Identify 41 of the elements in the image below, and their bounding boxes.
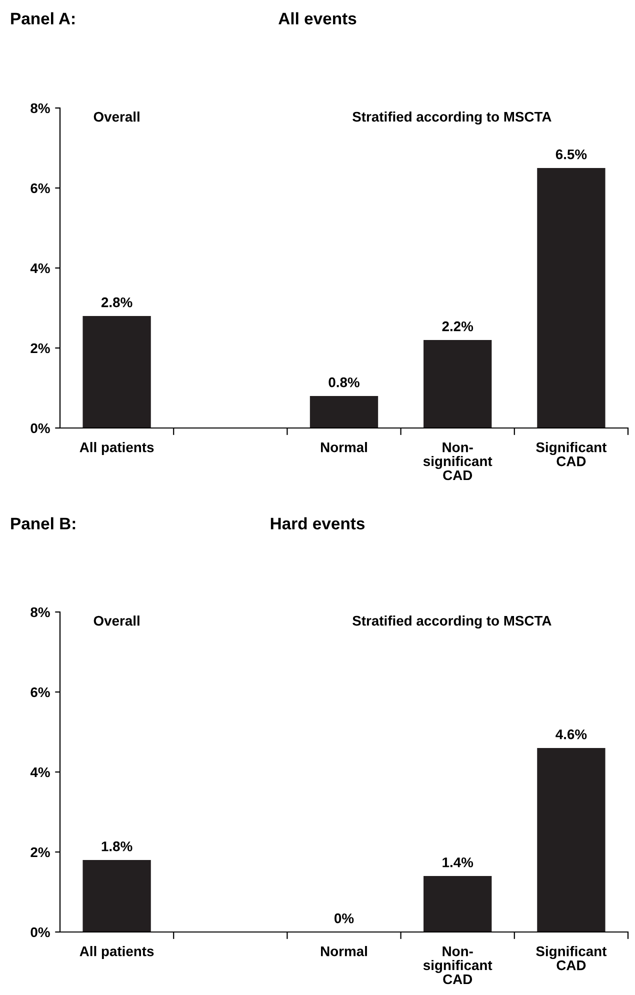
annotation: Overall [94, 112, 140, 122]
y-tick-label: 6% [30, 183, 50, 194]
data-label: 6.5% [556, 149, 587, 160]
data-label: 1.4% [442, 857, 474, 868]
x-tick-label: Non- significant CAD [423, 946, 492, 984]
x-tick-label: Significant CAD [536, 442, 607, 466]
x-tick-label: Non- significant CAD [423, 442, 492, 480]
y-tick-label: 2% [30, 847, 50, 858]
bar [424, 340, 492, 428]
x-tick-label: All patients [80, 442, 154, 455]
bar [310, 396, 378, 428]
bar [537, 168, 606, 428]
y-tick-label: 0% [30, 423, 50, 434]
data-label: 1.8% [102, 841, 132, 852]
data-label: 0.8% [328, 377, 360, 388]
y-tick-label: 0% [30, 927, 50, 938]
x-tick-label: Significant CAD [536, 946, 607, 970]
y-tick-label: 6% [30, 687, 50, 698]
text: Panel A: [11, 12, 74, 24]
bar [82, 316, 151, 428]
data-label: 2.2% [442, 321, 474, 332]
bar [82, 860, 151, 932]
y-tick-label: 4% [30, 263, 50, 274]
bar [424, 876, 492, 932]
y-tick-label: 4% [30, 767, 50, 778]
y-tick-label: 2% [30, 343, 50, 354]
data-label: 0% [334, 913, 354, 924]
bar [537, 748, 606, 932]
data-label: 2.8% [101, 297, 132, 308]
text: Panel B: [11, 517, 76, 530]
annotation: Stratified according to MSCTA [352, 615, 552, 629]
y-tick-label: 8% [30, 607, 50, 618]
y-tick-label: 8% [30, 103, 50, 114]
x-tick-label: Normal [321, 946, 367, 956]
chart-title: All events [278, 12, 356, 24]
x-tick-label: All patients [80, 946, 154, 959]
x-tick-label: Normal [321, 442, 367, 452]
chart-title: Hard events [270, 517, 365, 530]
annotation: Overall [94, 616, 140, 626]
data-label: 4.6% [556, 729, 587, 740]
annotation: Stratified according to MSCTA [352, 111, 552, 125]
